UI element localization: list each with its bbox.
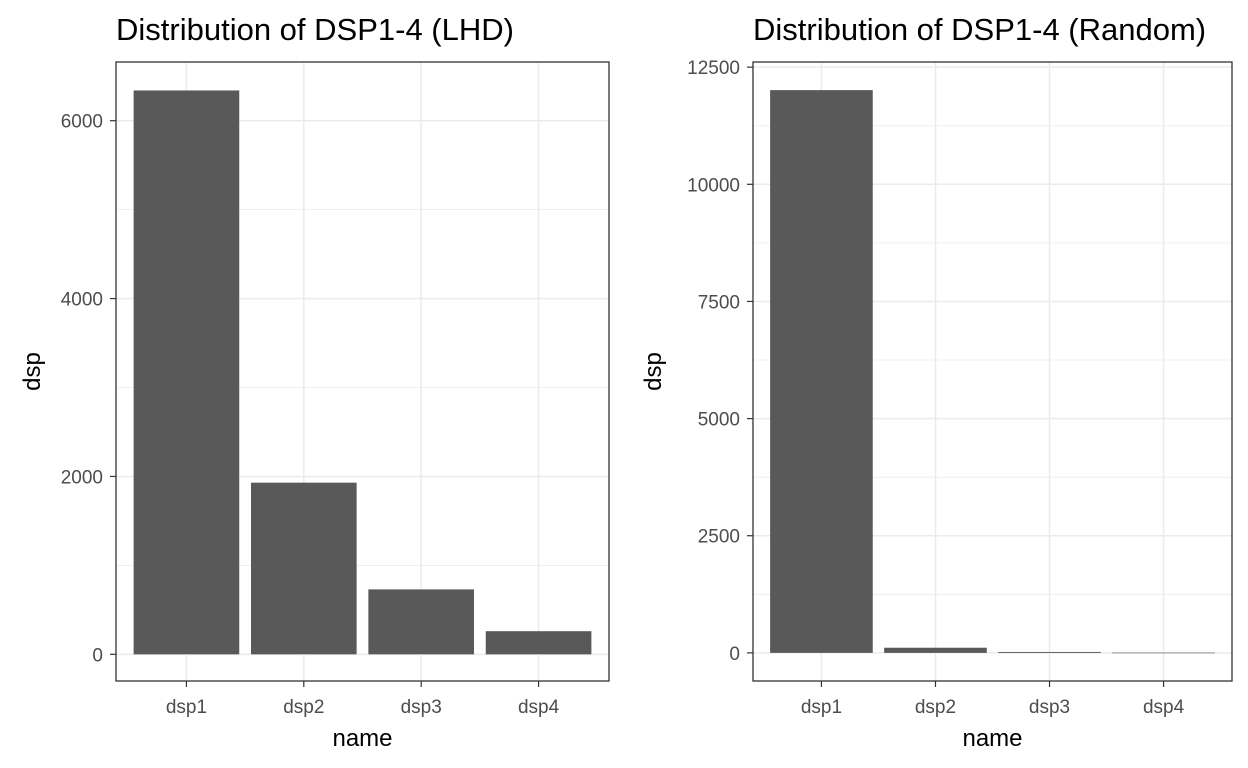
bar-dsp3 — [368, 589, 475, 655]
x-axis-label: name — [332, 725, 392, 752]
x-tick-label: dsp1 — [166, 697, 207, 718]
y-tick-label: 0 — [729, 644, 740, 665]
chart-title: Distribution of DSP1-4 (LHD) — [116, 12, 514, 47]
y-axis-label: dsp — [640, 352, 667, 391]
x-tick-label: dsp4 — [1143, 697, 1185, 718]
bar-dsp1 — [133, 90, 240, 655]
y-tick-label: 10000 — [687, 175, 740, 196]
y-tick-label: 2500 — [698, 527, 740, 548]
y-tick-label: 6000 — [61, 112, 103, 133]
y-tick-label: 4000 — [61, 290, 103, 311]
y-tick-label: 0 — [92, 645, 103, 666]
x-tick-label: dsp1 — [801, 697, 842, 718]
y-tick-label: 7500 — [698, 292, 740, 313]
bar-dsp3 — [998, 651, 1101, 653]
chart-panel-2: 0 2500 5000 7500 10000 12500 dsp1 dsp2 dsp3 dsp4 D… — [640, 12, 1233, 752]
y-tick-label: 12500 — [687, 58, 740, 79]
bar-dsp4 — [1112, 652, 1215, 654]
chart-title: Distribution of DSP1-4 (Random) — [753, 12, 1206, 47]
x-axis-label: name — [962, 725, 1022, 752]
y-axis-label: dsp — [19, 352, 46, 391]
chart-panel-1: 0 2000 4000 6000 dsp1 dsp2 dsp3 dsp4 Distributio… — [19, 12, 610, 752]
x-tick-label: dsp2 — [915, 697, 956, 718]
x-tick-label: dsp3 — [1029, 697, 1070, 718]
x-tick-label: dsp4 — [518, 697, 560, 718]
y-tick-label: 2000 — [61, 467, 103, 488]
x-tick-label: dsp2 — [283, 697, 324, 718]
bar-dsp2 — [250, 482, 357, 655]
panel-border — [115, 61, 610, 682]
x-tick-label: dsp3 — [401, 697, 442, 718]
bar-dsp1 — [770, 90, 873, 653]
bar-dsp2 — [884, 647, 987, 653]
y-tick-label: 5000 — [698, 410, 740, 431]
panel-border — [752, 61, 1233, 682]
bar-dsp4 — [485, 631, 592, 655]
